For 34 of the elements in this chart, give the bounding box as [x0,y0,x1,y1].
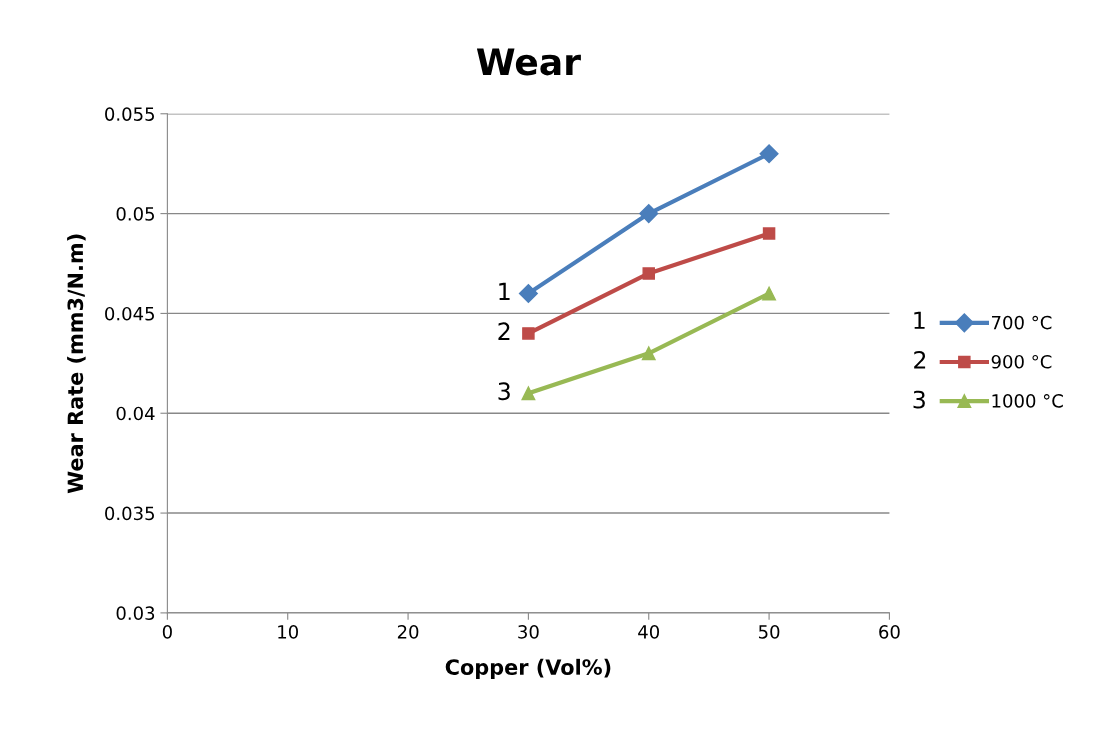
point [759,144,779,164]
y-tick-label: 0.045 [105,306,154,321]
point [762,227,776,240]
point [518,283,538,303]
point [762,286,777,301]
point [522,327,535,340]
point [642,267,655,280]
annotation: 2 [498,322,510,340]
legend-label: 900 °C [991,354,1052,369]
x-tick-label: 10 [278,625,299,639]
x-tick-label: 20 [397,625,419,639]
text: 2 [914,351,926,369]
y-tick-label: 0.04 [116,406,155,421]
point [521,386,536,401]
x-tick-label: 30 [518,625,539,639]
y-axis-title: Wear Rate (mm3/N.m) [67,234,86,494]
y-tick-label: 0.055 [105,107,154,121]
annotation: 1 [499,282,510,300]
point [639,204,659,224]
x-tick-label: 60 [879,625,900,639]
y-tick-label: 0.03 [116,606,155,621]
text: 1 [914,311,925,329]
x-tick-label: 0 [162,625,172,639]
x-tick-label: 50 [758,625,780,639]
annotation: 3 [498,382,510,401]
y-tick-label: 0.05 [116,207,154,221]
chart-title: Wear [476,48,581,76]
legend-label: 700 °C [992,315,1052,330]
text: 3 [913,390,925,409]
point [641,346,656,361]
legend-label: 1000 °C [992,394,1063,408]
x-axis-title: Copper (Vol%) [445,658,611,679]
y-tick-label: 0.035 [105,506,154,521]
x-tick-label: 40 [638,625,660,639]
